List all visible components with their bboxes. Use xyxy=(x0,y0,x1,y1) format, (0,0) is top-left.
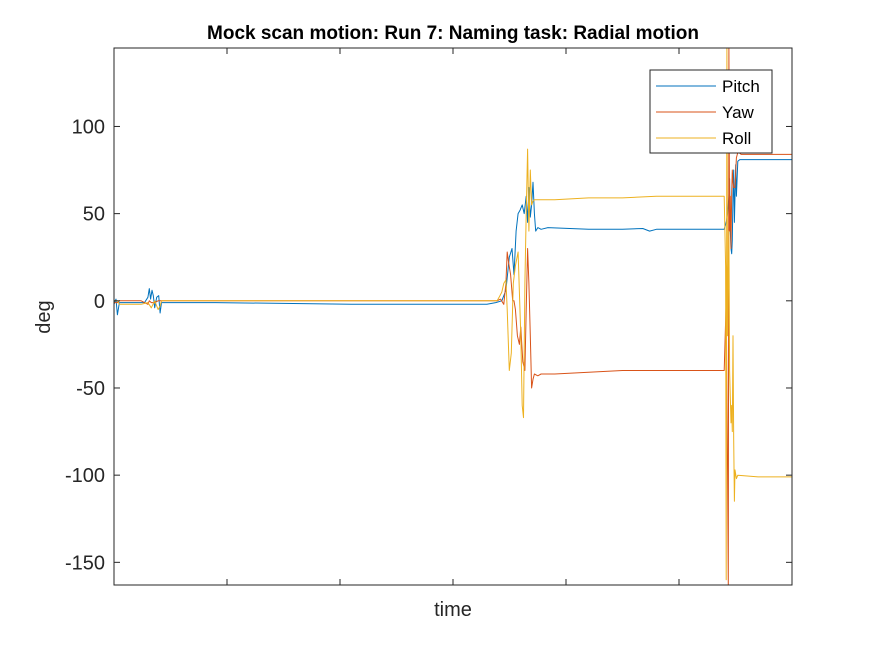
series-line-roll xyxy=(114,48,792,581)
y-axis-label: deg xyxy=(33,300,55,333)
y-tick-label: -50 xyxy=(76,378,105,400)
y-tick-label: 0 xyxy=(94,291,105,313)
x-axis-label: time xyxy=(434,599,472,621)
legend-label-yaw: Yaw xyxy=(722,103,755,122)
chart-title: Mock scan motion: Run 7: Naming task: Ra… xyxy=(207,23,699,44)
y-tick-label: 50 xyxy=(83,204,105,226)
legend: Pitch Yaw Roll xyxy=(649,69,773,154)
y-tick-label: -150 xyxy=(65,552,105,574)
y-tick-label: 100 xyxy=(72,116,105,138)
legend-label-pitch: Pitch xyxy=(722,77,760,96)
legend-label-roll: Roll xyxy=(722,129,751,148)
series-layer xyxy=(114,48,792,585)
y-tick-label: -100 xyxy=(65,465,105,487)
tick-layer: -150 -100 -50 0 50 100 xyxy=(65,48,792,585)
